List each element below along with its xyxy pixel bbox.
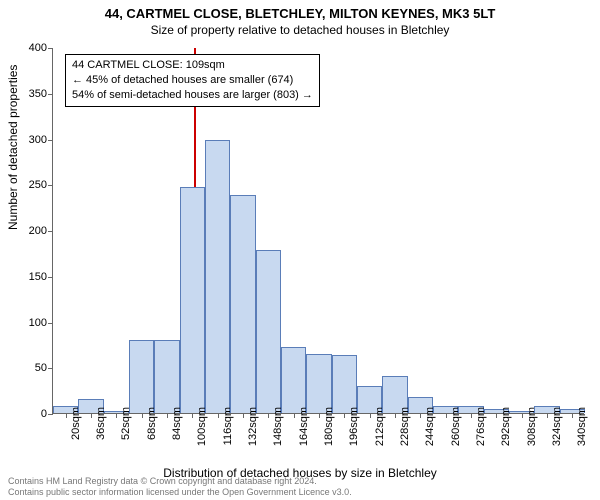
footer-text: Contains HM Land Registry data © Crown c… (8, 476, 352, 499)
x-tick: 228sqm (399, 407, 411, 449)
x-tick: 276sqm (475, 407, 487, 449)
y-tick: 50 (15, 362, 47, 374)
annotation-line-1: 44 CARTMEL CLOSE: 109sqm (72, 58, 313, 73)
x-tick: 116sqm (222, 407, 234, 449)
histogram-bar (180, 187, 205, 413)
annotation-box: 44 CARTMEL CLOSE: 109sqm ← 45% of detach… (65, 54, 320, 107)
histogram-bar (281, 347, 306, 413)
footer-line-2: Contains public sector information licen… (8, 487, 352, 498)
x-tick: 84sqm (171, 407, 183, 449)
y-tick: 400 (15, 42, 47, 54)
y-tick: 100 (15, 317, 47, 329)
y-tick: 350 (15, 88, 47, 100)
y-tick: 150 (15, 271, 47, 283)
x-tick: 100sqm (196, 407, 208, 449)
footer-line-1: Contains HM Land Registry data © Crown c… (8, 476, 352, 487)
x-tick: 212sqm (374, 407, 386, 449)
histogram-bar (230, 195, 255, 413)
x-tick: 196sqm (348, 407, 360, 449)
x-tick: 52sqm (120, 407, 132, 449)
histogram-bar (306, 354, 331, 413)
x-tick: 308sqm (526, 407, 538, 449)
x-tick: 292sqm (500, 407, 512, 449)
x-tick: 260sqm (450, 407, 462, 449)
page-subtitle: Size of property relative to detached ho… (0, 21, 600, 37)
histogram-bar (205, 140, 230, 413)
y-tick: 0 (15, 408, 47, 420)
histogram-bar (154, 340, 179, 413)
x-tick: 148sqm (272, 407, 284, 449)
x-tick: 324sqm (551, 407, 563, 449)
x-tick: 36sqm (95, 407, 107, 449)
histogram-bar (256, 250, 281, 413)
x-tick: 164sqm (298, 407, 310, 449)
y-tick: 250 (15, 179, 47, 191)
y-tick: 300 (15, 134, 47, 146)
page-title: 44, CARTMEL CLOSE, BLETCHLEY, MILTON KEY… (0, 0, 600, 21)
annotation-line-2: ← 45% of detached houses are smaller (67… (72, 73, 313, 88)
x-tick: 180sqm (323, 407, 335, 449)
x-tick: 20sqm (70, 407, 82, 449)
x-tick: 68sqm (146, 407, 158, 449)
y-tick: 200 (15, 225, 47, 237)
histogram-bar (332, 355, 357, 413)
histogram-chart: 44 CARTMEL CLOSE: 109sqm ← 45% of detach… (52, 48, 584, 414)
annotation-line-3: 54% of semi-detached houses are larger (… (72, 88, 313, 103)
x-tick: 340sqm (576, 407, 588, 449)
x-tick: 244sqm (424, 407, 436, 449)
x-tick: 132sqm (247, 407, 259, 449)
histogram-bar (129, 340, 154, 413)
